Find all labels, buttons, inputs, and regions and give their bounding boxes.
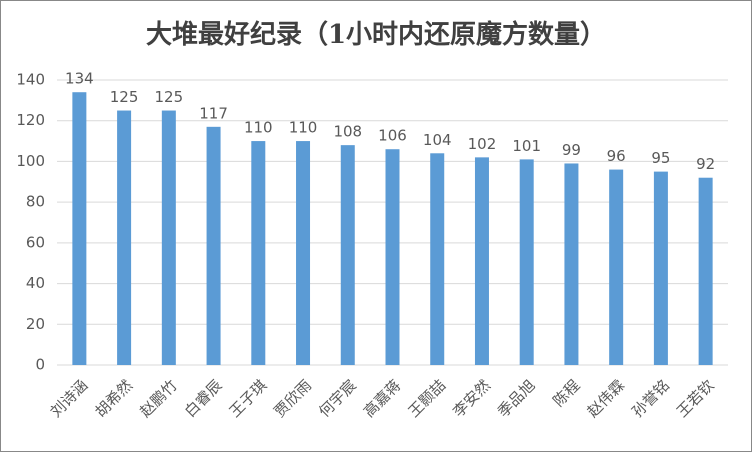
data-label: 95 [651, 149, 670, 167]
data-label: 106 [378, 127, 407, 145]
data-label: 117 [199, 104, 228, 122]
data-label: 92 [696, 155, 715, 173]
y-tick-label: 0 [35, 356, 45, 374]
y-tick-label: 140 [16, 71, 45, 89]
y-tick-label: 40 [26, 274, 45, 292]
data-label: 110 [289, 119, 318, 137]
bar [206, 126, 221, 365]
y-tick-label: 80 [26, 193, 45, 211]
data-label: 101 [512, 137, 541, 155]
y-tick-label: 20 [26, 315, 45, 333]
data-label: 134 [65, 70, 94, 88]
bar [340, 145, 355, 365]
bar [519, 159, 534, 365]
data-label: 125 [155, 88, 184, 106]
data-label: 110 [244, 119, 273, 137]
bar [72, 92, 87, 365]
bar [698, 177, 713, 365]
data-label: 108 [333, 123, 362, 141]
y-tick-label: 60 [26, 233, 45, 251]
bar [251, 141, 266, 365]
y-tick-label: 100 [16, 152, 45, 170]
bar [653, 171, 668, 365]
data-label: 125 [110, 88, 139, 106]
bar [385, 149, 400, 365]
bar [430, 153, 445, 365]
bar [117, 110, 132, 366]
bar [296, 141, 311, 365]
data-label: 104 [423, 131, 452, 149]
chart-title: 大堆最好纪录（1小时内还原魔方数量） [146, 19, 606, 50]
bar [161, 110, 176, 366]
data-label: 96 [607, 147, 626, 165]
bar [564, 163, 579, 365]
data-label: 102 [468, 135, 497, 153]
bar [474, 157, 489, 365]
y-tick-label: 120 [16, 111, 45, 129]
data-label: 99 [562, 141, 581, 159]
bar [609, 169, 624, 365]
